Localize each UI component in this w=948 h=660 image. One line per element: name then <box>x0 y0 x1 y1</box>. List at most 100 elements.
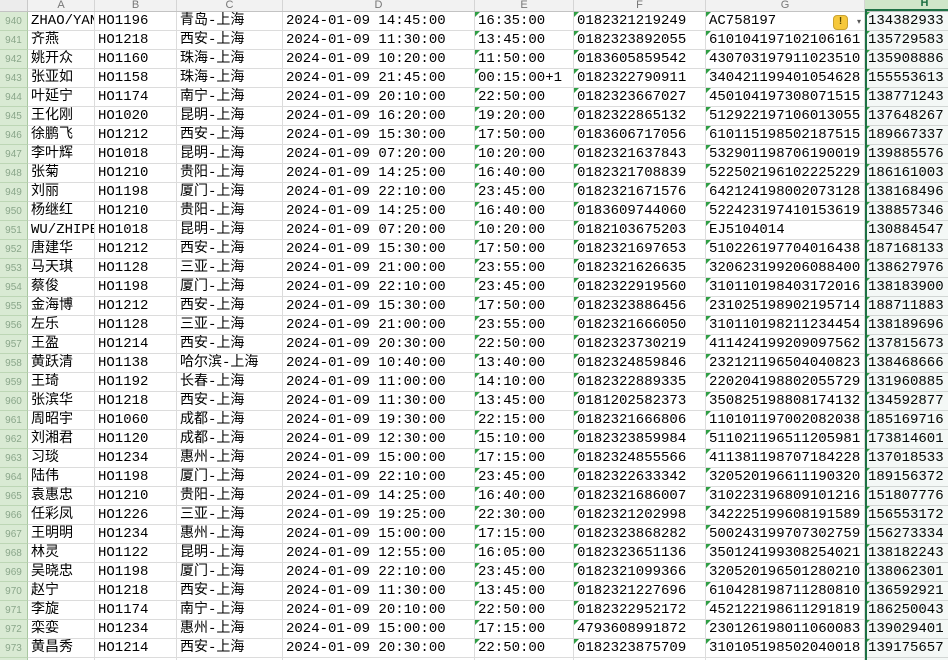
cell-flight[interactable]: HO1226 <box>95 506 177 525</box>
cell-arrive[interactable]: 23:55:00 <box>475 316 574 335</box>
cell-flight[interactable]: HO1138 <box>95 354 177 373</box>
cell-depart[interactable]: 2024-01-09 14:25:00 <box>283 487 475 506</box>
cell-name[interactable]: 赵宁 <box>28 582 95 601</box>
cell-id[interactable]: 231025198902195714 <box>706 297 865 316</box>
cell-depart[interactable]: 2024-01-09 15:30:00 <box>283 126 475 145</box>
cell-name[interactable]: 左乐 <box>28 316 95 335</box>
cell-route[interactable]: 三亚-上海 <box>177 506 283 525</box>
cell-depart[interactable]: 2024-01-09 20:10:00 <box>283 601 475 620</box>
cell-ticket[interactable]: 0182323892055 <box>574 31 706 50</box>
cell-depart[interactable]: 2024-01-09 11:30:00 <box>283 392 475 411</box>
row-number[interactable]: 963 <box>0 449 28 468</box>
cell-id[interactable]: 340421199401054628 <box>706 69 865 88</box>
cell-ticket[interactable]: 0182321686007 <box>574 487 706 506</box>
row-number[interactable]: 971 <box>0 601 28 620</box>
cell-flight[interactable]: HO1198 <box>95 563 177 582</box>
cell-flight[interactable]: HO1128 <box>95 316 177 335</box>
cell-phone[interactable]: 134382933 <box>865 12 948 31</box>
cell-phone[interactable]: 137018533 <box>865 449 948 468</box>
cell-ticket[interactable]: 0182321697653 <box>574 240 706 259</box>
row-number[interactable]: 945 <box>0 107 28 126</box>
cell-id[interactable]: 320520196611190320 <box>706 468 865 487</box>
cell-flight[interactable]: HO1198 <box>95 278 177 297</box>
cell-name[interactable]: 刘丽 <box>28 183 95 202</box>
cell-route[interactable]: 厦门-上海 <box>177 183 283 202</box>
cell-arrive[interactable]: 13:45:00 <box>475 392 574 411</box>
cell-name[interactable]: 习琰 <box>28 449 95 468</box>
cell-flight[interactable]: HO1060 <box>95 411 177 430</box>
cell-flight[interactable]: HO1158 <box>95 69 177 88</box>
cell-arrive[interactable]: 16:05:00 <box>475 544 574 563</box>
cell-flight[interactable]: HO1174 <box>95 88 177 107</box>
cell-flight[interactable]: HO1020 <box>95 107 177 126</box>
cell-id[interactable]: 350825198808174132 <box>706 392 865 411</box>
row-number[interactable]: 964 <box>0 468 28 487</box>
cell-flight[interactable]: HO1234 <box>95 620 177 639</box>
cell-ticket[interactable]: 0182322952172 <box>574 601 706 620</box>
cell-route[interactable]: 西安-上海 <box>177 392 283 411</box>
cell-id[interactable]: 510226197704016438 <box>706 240 865 259</box>
cell-ticket[interactable]: 0182321626635 <box>574 259 706 278</box>
cell-name[interactable]: WU/ZHIPEN <box>28 221 95 240</box>
cell-arrive[interactable]: 14:10:00 <box>475 373 574 392</box>
cell-depart[interactable]: 2024-01-09 10:40:00 <box>283 354 475 373</box>
cell-id[interactable]: 350124199308254021 <box>706 544 865 563</box>
column-header-f[interactable]: F <box>574 0 706 11</box>
cell-phone[interactable]: 135729583 <box>865 31 948 50</box>
cell-id[interactable] <box>706 658 865 660</box>
cell-arrive[interactable]: 22:50:00 <box>475 601 574 620</box>
cell-depart[interactable]: 2024-01-09 19:30:00 <box>283 411 475 430</box>
cell-arrive[interactable]: 10:20:00 <box>475 221 574 240</box>
cell-phone[interactable]: 151807776 <box>865 487 948 506</box>
cell-flight[interactable]: HO1234 <box>95 525 177 544</box>
cell-route[interactable]: 厦门-上海 <box>177 468 283 487</box>
cell-id[interactable]: 310110198211234454 <box>706 316 865 335</box>
row-number[interactable]: 953 <box>0 259 28 278</box>
cell-arrive[interactable]: 23:45:00 <box>475 278 574 297</box>
cell-flight[interactable]: HO1120 <box>95 430 177 449</box>
cell-arrive[interactable]: 17:15:00 <box>475 525 574 544</box>
row-number[interactable]: 969 <box>0 563 28 582</box>
row-number[interactable]: 947 <box>0 145 28 164</box>
cell-phone[interactable]: 189156372 <box>865 468 948 487</box>
cell-route[interactable]: 三亚-上海 <box>177 316 283 335</box>
cell-ticket[interactable]: 0183606717056 <box>574 126 706 145</box>
cell-ticket[interactable]: 0182324855566 <box>574 449 706 468</box>
cell-id[interactable]: 411424199209097562 <box>706 335 865 354</box>
cell-route[interactable]: 青岛-上海 <box>177 12 283 31</box>
row-number[interactable]: 951 <box>0 221 28 240</box>
cell-phone[interactable]: 134592877 <box>865 392 948 411</box>
cell-route[interactable]: 西安-上海 <box>177 297 283 316</box>
cell-ticket[interactable]: 0182323875709 <box>574 639 706 658</box>
cell-depart[interactable]: 2024-01-09 22:10:00 <box>283 468 475 487</box>
row-number[interactable]: 946 <box>0 126 28 145</box>
cell-name[interactable]: 金海博 <box>28 297 95 316</box>
cell-route[interactable]: 西安-上海 <box>177 335 283 354</box>
cell-depart[interactable]: 2024-01-09 12:30:00 <box>283 430 475 449</box>
column-header-c[interactable]: C <box>177 0 283 11</box>
cell-arrive[interactable]: 23:45:00 <box>475 183 574 202</box>
cell-route[interactable]: 昆明-上海 <box>177 544 283 563</box>
cell-ticket[interactable]: 0181202582373 <box>574 392 706 411</box>
cell-arrive[interactable]: 22:50:00 <box>475 88 574 107</box>
cell-depart[interactable]: 2024-01-09 22:10:00 <box>283 183 475 202</box>
cell-ticket[interactable]: 0182323667027 <box>574 88 706 107</box>
cell-phone[interactable]: 138468666 <box>865 354 948 373</box>
cell-name[interactable]: 叶延宁 <box>28 88 95 107</box>
cell-flight[interactable]: HO1218 <box>95 582 177 601</box>
cell-depart[interactable]: 2024-01-09 07:20:00 <box>283 145 475 164</box>
cell-flight[interactable] <box>95 658 177 660</box>
cell-ticket[interactable]: 0182322865132 <box>574 107 706 126</box>
row-number[interactable]: 973 <box>0 639 28 658</box>
cell-depart[interactable]: 2024-01-09 07:20:00 <box>283 221 475 240</box>
row-number[interactable]: 974 <box>0 658 28 660</box>
cell-ticket[interactable]: 0182321708839 <box>574 164 706 183</box>
cell-name[interactable]: 杨继红 <box>28 202 95 221</box>
cell-id[interactable]: 610428198711280810 <box>706 582 865 601</box>
cell-depart[interactable]: 2024-01-09 15:30:00 <box>283 297 475 316</box>
cell-ticket[interactable]: 0182322889335 <box>574 373 706 392</box>
cell-phone[interactable]: 173814601 <box>865 430 948 449</box>
cell-depart[interactable]: 2024-01-09 15:00:00 <box>283 449 475 468</box>
cell-flight[interactable]: HO1198 <box>95 183 177 202</box>
cell-flight[interactable]: HO1192 <box>95 373 177 392</box>
